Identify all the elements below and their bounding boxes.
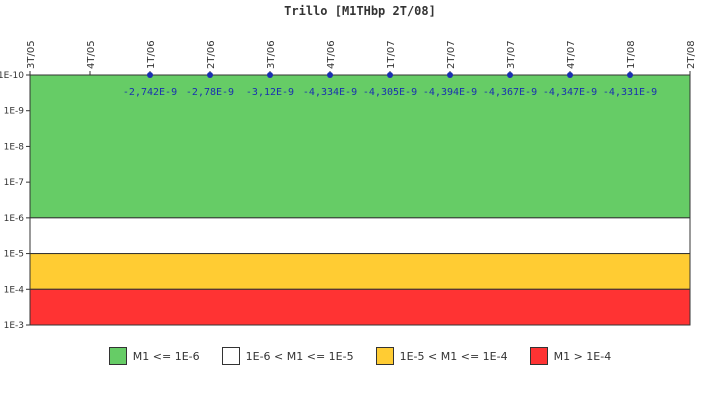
data-label: -4,334E-9 xyxy=(303,87,357,98)
chart-title: Trillo [M1THbp 2T/08] xyxy=(284,4,436,18)
y-tick-label: 1E-5 xyxy=(4,250,24,260)
x-tick-label: 2T/07 xyxy=(446,40,457,69)
band-2 xyxy=(29,253,691,290)
legend: M1 <= 1E-6 1E-6 < M1 <= 1E-5 1E-5 < M1 <= … xyxy=(0,345,720,367)
band-0 xyxy=(29,74,691,219)
data-label: -4,367E-9 xyxy=(483,87,537,98)
x-tick-label: 4T/07 xyxy=(566,40,577,69)
threshold-bands xyxy=(29,74,691,326)
x-tick-label: 2T/08 xyxy=(686,40,697,69)
data-point xyxy=(507,72,513,78)
x-tick-label: 3T/05 xyxy=(26,40,37,69)
y-tick-label: 1E-7 xyxy=(4,178,24,188)
x-tick-label: 1T/07 xyxy=(386,40,397,69)
data-point xyxy=(447,72,453,78)
data-point xyxy=(387,72,393,78)
x-tick-label: 3T/07 xyxy=(506,40,517,69)
legend-item: 1E-6 < M1 <= 1E-5 xyxy=(221,347,354,365)
data-label: -3,12E-9 xyxy=(246,87,294,98)
data-point xyxy=(327,72,333,78)
legend-label: M1 > 1E-4 xyxy=(553,349,612,363)
y-tick-label: 1E-8 xyxy=(4,142,25,152)
legend-swatch xyxy=(375,347,394,365)
legend-item: M1 > 1E-4 xyxy=(529,347,612,365)
data-label: -4,305E-9 xyxy=(363,87,417,98)
x-axis: 3T/05 4T/05 1T/06 2T/06 3T/06 4T/06 1T/07 2T/07… xyxy=(26,40,697,76)
y-tick-label: 1E-3 xyxy=(4,321,24,331)
data-point xyxy=(567,72,573,78)
legend-label: 1E-5 < M1 <= 1E-4 xyxy=(399,349,508,363)
data-point xyxy=(207,72,213,78)
x-tick-label: 1T/06 xyxy=(146,40,157,69)
y-tick-label: 1E-4 xyxy=(4,285,25,295)
legend-label: 1E-6 < M1 <= 1E-5 xyxy=(245,349,354,363)
legend-swatch xyxy=(529,347,548,365)
data-label: -4,347E-9 xyxy=(543,87,597,98)
band-1 xyxy=(29,217,691,255)
data-label: -2,742E-9 xyxy=(123,87,177,98)
data-series: -2,742E-9 -2,78E-9 -3,12E-9 -4,334E-9 -4,305… xyxy=(123,72,657,98)
legend-item: M1 <= 1E-6 xyxy=(108,347,200,365)
legend-item: 1E-5 < M1 <= 1E-4 xyxy=(375,347,508,365)
data-label: -2,78E-9 xyxy=(186,87,234,98)
x-tick-label: 4T/05 xyxy=(86,40,97,69)
y-tick-label: 1E-10 xyxy=(0,71,24,81)
data-label: -4,394E-9 xyxy=(423,87,477,98)
legend-swatch xyxy=(108,347,127,365)
data-label: -4,331E-9 xyxy=(603,87,657,98)
data-point xyxy=(147,72,153,78)
data-point xyxy=(627,72,633,78)
band-3 xyxy=(29,288,691,326)
legend-swatch xyxy=(221,347,240,365)
y-axis: 1E-10 1E-9 1E-8 1E-7 1E-6 1E-5 1E-4 1E-3 xyxy=(0,71,31,331)
x-tick-label: 1T/08 xyxy=(626,40,637,69)
legend-label: M1 <= 1E-6 xyxy=(132,349,200,363)
x-tick-label: 4T/06 xyxy=(326,40,337,69)
x-tick-label: 3T/06 xyxy=(266,40,277,69)
y-tick-label: 1E-6 xyxy=(4,214,25,224)
y-tick-label: 1E-9 xyxy=(4,107,25,117)
data-point xyxy=(267,72,273,78)
x-tick-label: 2T/06 xyxy=(206,40,217,69)
